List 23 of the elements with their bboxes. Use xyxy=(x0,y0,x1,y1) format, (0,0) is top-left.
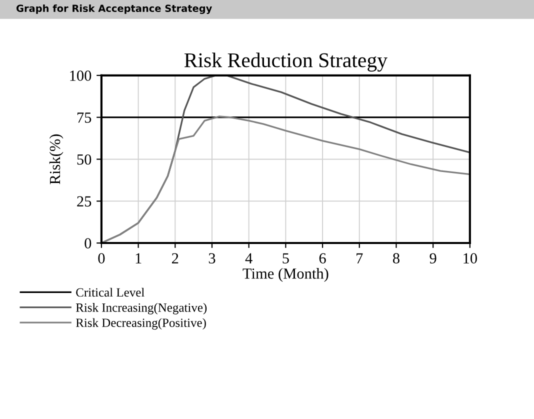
y-tick-label: 25 xyxy=(77,196,92,207)
x-tick-label: 4 xyxy=(245,253,252,264)
legend-label: Risk Increasing(Negative) xyxy=(76,303,207,314)
y-tick-label: 0 xyxy=(84,238,92,248)
y-axis-title: Risk(%) xyxy=(49,134,64,184)
x-tick-label: 3 xyxy=(208,253,216,264)
x-axis-title: Time (Month) xyxy=(242,268,328,282)
legend-label: Critical Level xyxy=(76,288,144,297)
x-tick-label: 5 xyxy=(282,253,289,264)
x-tick-label: 8 xyxy=(392,253,400,264)
text: Graph for Risk Acceptance Strategy xyxy=(16,4,212,14)
legend-label: Risk Decreasing(Positive) xyxy=(76,318,206,330)
y-tick-label: 75 xyxy=(77,112,92,123)
y-tick-label: 100 xyxy=(70,70,92,81)
y-tick-label: 50 xyxy=(77,154,92,165)
x-tick-label: 9 xyxy=(430,253,436,264)
x-tick-label: 6 xyxy=(319,253,326,264)
x-tick-label: 10 xyxy=(464,253,477,264)
x-tick-label: 1 xyxy=(136,253,142,264)
x-tick-label: 7 xyxy=(356,253,363,264)
chart-title: Risk Reduction Strategy xyxy=(184,52,388,72)
x-tick-label: 0 xyxy=(98,253,105,264)
x-tick-label: 2 xyxy=(172,253,178,264)
